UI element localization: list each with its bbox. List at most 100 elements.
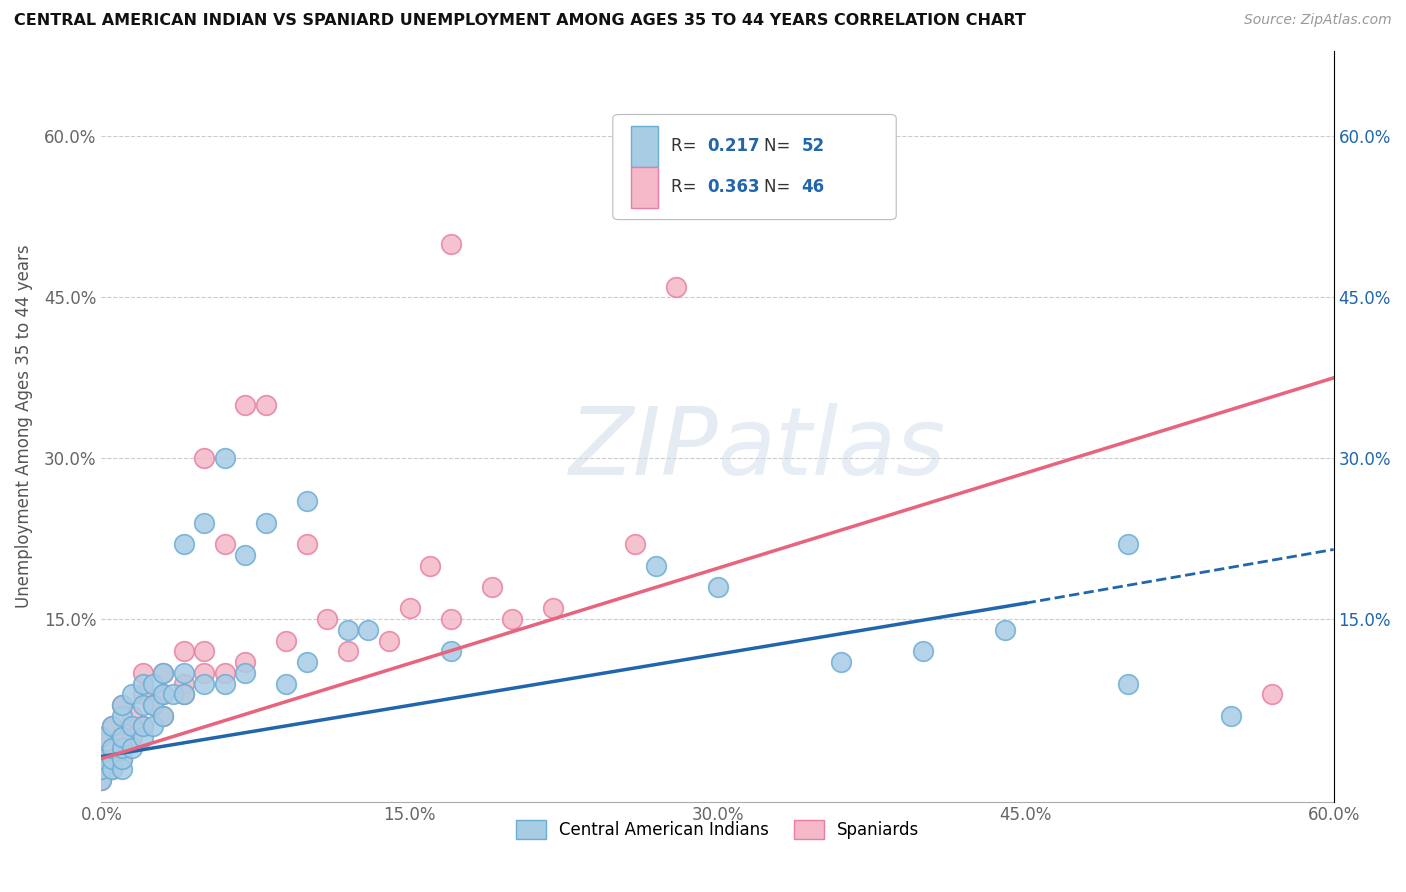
Point [1220, 708, 1243, 723]
Point [276, 676, 298, 690]
Point [111, 763, 134, 777]
Point [276, 633, 298, 648]
Point [121, 730, 143, 744]
Point [295, 655, 318, 669]
Text: Source: ZipAtlas.com: Source: ZipAtlas.com [1244, 13, 1392, 28]
Point [131, 719, 153, 733]
Point [90, 730, 112, 744]
Point [142, 719, 165, 733]
Point [439, 236, 461, 251]
Point [100, 740, 122, 755]
Point [336, 644, 359, 658]
Text: 0.217: 0.217 [707, 137, 761, 155]
Point [90, 752, 112, 766]
Point [193, 451, 215, 466]
Point [254, 398, 277, 412]
Y-axis label: Unemployment Among Ages 35 to 44 years: Unemployment Among Ages 35 to 44 years [15, 244, 32, 608]
Point [254, 516, 277, 530]
Point [316, 612, 339, 626]
Point [90, 773, 112, 788]
Point [173, 687, 195, 701]
Point [233, 665, 256, 680]
Point [90, 763, 112, 777]
Point [131, 676, 153, 690]
Point [295, 537, 318, 551]
Point [111, 730, 134, 744]
Point [131, 730, 153, 744]
FancyBboxPatch shape [613, 114, 896, 219]
Point [142, 698, 165, 712]
Point [152, 687, 174, 701]
Point [111, 698, 134, 712]
Point [111, 740, 134, 755]
Point [830, 655, 852, 669]
Point [214, 537, 236, 551]
Point [111, 730, 134, 744]
Point [100, 752, 122, 766]
Point [111, 752, 134, 766]
Point [543, 601, 565, 615]
Text: R=: R= [671, 137, 702, 155]
Point [1116, 676, 1139, 690]
Point [121, 740, 143, 755]
Point [439, 612, 461, 626]
Point [233, 398, 256, 412]
Point [1261, 687, 1284, 701]
Text: R=: R= [671, 178, 702, 196]
Point [419, 558, 441, 573]
Point [214, 676, 236, 690]
Legend: Central American Indians, Spaniards: Central American Indians, Spaniards [509, 814, 927, 846]
Point [193, 644, 215, 658]
Point [131, 698, 153, 712]
Point [1116, 537, 1139, 551]
Text: N=: N= [765, 137, 796, 155]
Point [121, 708, 143, 723]
Point [173, 537, 195, 551]
Point [193, 676, 215, 690]
Point [214, 451, 236, 466]
Point [173, 644, 195, 658]
Point [90, 730, 112, 744]
Point [152, 708, 174, 723]
Point [111, 698, 134, 712]
Point [121, 719, 143, 733]
Point [173, 665, 195, 680]
Point [162, 687, 184, 701]
Point [152, 687, 174, 701]
Text: atlas: atlas [717, 403, 946, 494]
Point [911, 644, 934, 658]
Text: 46: 46 [801, 178, 824, 196]
Point [111, 752, 134, 766]
Point [665, 279, 688, 293]
Point [152, 665, 174, 680]
Point [336, 623, 359, 637]
Point [501, 612, 523, 626]
Point [121, 687, 143, 701]
Point [994, 623, 1017, 637]
FancyBboxPatch shape [631, 167, 658, 209]
Point [90, 763, 112, 777]
Point [481, 580, 503, 594]
Point [214, 665, 236, 680]
Text: ZIP: ZIP [568, 403, 717, 494]
Point [142, 676, 165, 690]
Point [398, 601, 420, 615]
Point [173, 687, 195, 701]
Point [100, 719, 122, 733]
Point [100, 763, 122, 777]
Point [131, 687, 153, 701]
Point [193, 665, 215, 680]
Point [131, 665, 153, 680]
Point [173, 676, 195, 690]
Point [439, 644, 461, 658]
Point [100, 763, 122, 777]
Point [624, 537, 647, 551]
Point [233, 548, 256, 562]
Point [233, 655, 256, 669]
Point [193, 516, 215, 530]
Point [152, 708, 174, 723]
FancyBboxPatch shape [631, 126, 658, 167]
Point [142, 698, 165, 712]
Point [295, 494, 318, 508]
Point [90, 773, 112, 788]
